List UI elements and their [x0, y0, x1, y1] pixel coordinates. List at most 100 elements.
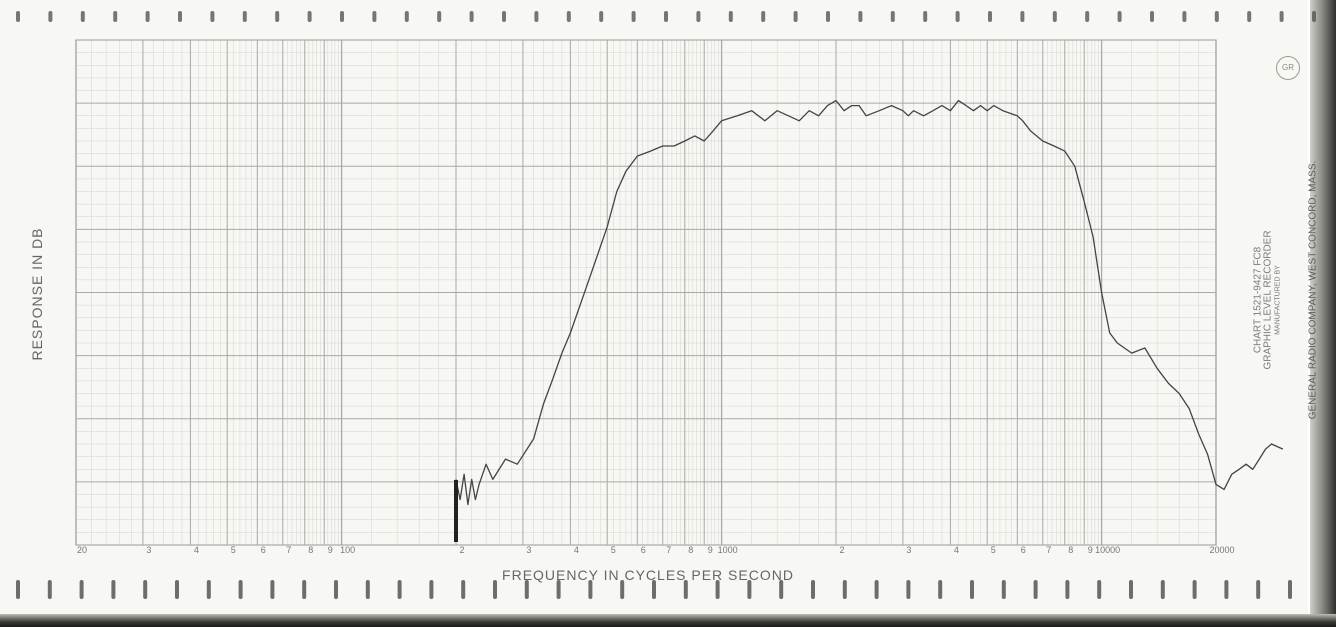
- sprocket-hole: [761, 11, 766, 22]
- sprocket-hole: [664, 11, 668, 22]
- sprocket-hole: [242, 11, 247, 22]
- sprocket-hole: [620, 580, 625, 599]
- sprocket-hole: [858, 11, 863, 22]
- sprocket-hole: [631, 11, 636, 22]
- sprocket-hole: [469, 11, 474, 22]
- sprocket-hole: [588, 580, 593, 599]
- sprocket-hole: [1033, 580, 1038, 599]
- sprocket-hole: [302, 580, 307, 599]
- x-tick-label: 20: [77, 545, 87, 555]
- sprocket-hole: [906, 580, 911, 599]
- sprocket-hole: [493, 580, 497, 599]
- sprocket-hole: [206, 580, 211, 599]
- bottom-sprocket-holes: [16, 580, 1292, 599]
- paper-bottom-edge: [0, 614, 1336, 627]
- sprocket-hole: [683, 580, 688, 599]
- x-tick-label: 8: [308, 545, 313, 555]
- sprocket-hole: [1214, 11, 1219, 22]
- sprocket-hole: [79, 580, 84, 599]
- x-tick-label: 10000: [1095, 545, 1120, 555]
- x-tick-label: 3: [526, 545, 531, 555]
- x-tick-label: 8: [688, 545, 693, 555]
- sprocket-hole: [715, 580, 720, 599]
- sprocket-hole: [437, 11, 442, 22]
- x-tick-label: 9: [1088, 545, 1093, 555]
- x-tick-label: 6: [261, 545, 266, 555]
- sprocket-hole: [970, 580, 974, 599]
- sprocket-hole: [524, 580, 529, 599]
- sprocket-hole: [404, 11, 409, 22]
- plot-frame: [75, 39, 1217, 546]
- sprocket-hole: [1192, 580, 1197, 599]
- sprocket-hole: [47, 580, 52, 599]
- sprocket-hole: [1182, 11, 1187, 22]
- sprocket-hole: [16, 11, 20, 22]
- x-tick-label: 6: [1021, 545, 1026, 555]
- sprocket-hole: [793, 11, 798, 22]
- x-tick-label: 9: [708, 545, 713, 555]
- sprocket-hole: [502, 11, 506, 22]
- sprocket-hole: [238, 580, 243, 599]
- product-name-text: GRAPHIC LEVEL RECORDER: [1262, 230, 1274, 370]
- sprocket-hole: [1312, 11, 1316, 22]
- x-tick-label: 5: [231, 545, 236, 555]
- x-tick-label: 4: [194, 545, 199, 555]
- x-tick-label: 7: [1046, 545, 1051, 555]
- sprocket-hole: [111, 580, 116, 599]
- sprocket-hole: [178, 11, 182, 22]
- sprocket-hole: [334, 580, 338, 599]
- sprocket-hole: [1247, 11, 1252, 22]
- sprocket-hole: [534, 11, 539, 22]
- sprocket-hole: [461, 580, 466, 599]
- sprocket-hole: [1279, 11, 1284, 22]
- x-tick-label: 9: [328, 545, 333, 555]
- sprocket-hole: [874, 580, 879, 599]
- sprocket-hole: [175, 580, 179, 599]
- sprocket-hole: [429, 580, 434, 599]
- x-tick-label: 1000: [718, 545, 738, 555]
- x-tick-label: 20000: [1209, 545, 1234, 555]
- sprocket-hole: [826, 11, 830, 22]
- x-tick-label: 7: [286, 545, 291, 555]
- chart-grid: [75, 39, 1217, 546]
- sprocket-hole: [372, 11, 377, 22]
- sprocket-hole: [938, 580, 943, 599]
- sprocket-hole: [145, 11, 150, 22]
- sprocket-hole: [842, 580, 847, 599]
- sprocket-hole: [307, 11, 312, 22]
- x-axis-label: FREQUENCY IN CYCLES PER SECOND: [502, 567, 794, 583]
- sprocket-hole: [340, 11, 344, 22]
- sprocket-hole: [652, 580, 656, 599]
- sprocket-hole: [80, 11, 85, 22]
- x-tick-label: 3: [906, 545, 911, 555]
- sprocket-hole: [890, 11, 895, 22]
- x-tick-label: 2: [839, 545, 844, 555]
- top-sprocket-holes: [16, 11, 1316, 22]
- x-tick-label: 3: [146, 545, 151, 555]
- sprocket-hole: [728, 11, 733, 22]
- sprocket-hole: [1288, 580, 1292, 599]
- sprocket-hole: [1150, 11, 1154, 22]
- sprocket-hole: [1052, 11, 1057, 22]
- sprocket-hole: [1020, 11, 1025, 22]
- sprocket-hole: [275, 11, 280, 22]
- x-tick-label: 4: [574, 545, 579, 555]
- sprocket-hole: [811, 580, 815, 599]
- sprocket-hole: [16, 580, 20, 599]
- sprocket-hole: [566, 11, 571, 22]
- pen-start-mark: [454, 480, 458, 542]
- sprocket-hole: [1001, 580, 1006, 599]
- sprocket-hole: [143, 580, 148, 599]
- sprocket-hole: [779, 580, 784, 599]
- response-traces: [454, 99, 1284, 542]
- sprocket-hole: [1065, 580, 1070, 599]
- y-axis-label: RESPONSE IN DB: [29, 227, 45, 361]
- sprocket-hole: [210, 11, 215, 22]
- x-tick-label: 7: [666, 545, 671, 555]
- sprocket-hole: [747, 580, 752, 599]
- x-tick-label: 4: [954, 545, 959, 555]
- sprocket-hole: [955, 11, 960, 22]
- sprocket-hole: [1160, 580, 1165, 599]
- sprocket-hole: [1117, 11, 1122, 22]
